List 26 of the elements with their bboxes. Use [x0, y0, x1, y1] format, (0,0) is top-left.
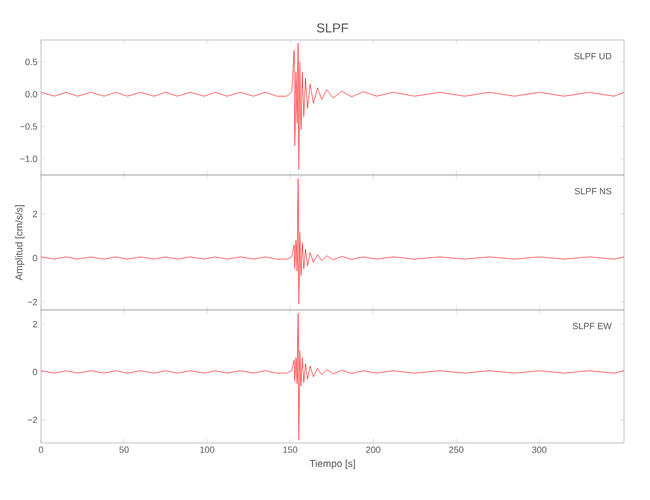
- annotation: SLPF UD: [574, 52, 612, 60]
- y-tick-label: 0.0: [25, 91, 38, 98]
- y-tick-label: 0.5: [25, 58, 38, 66]
- chart-title: SLPF: [316, 23, 348, 32]
- x-tick-label: 300: [532, 446, 546, 453]
- y-axis-title: Amplitud [cm/s/s]: [15, 205, 24, 280]
- x-tick-label: 150: [283, 446, 298, 453]
- x-tick-label: 50: [119, 446, 129, 453]
- y-tick-label: 2: [32, 210, 38, 218]
- x-axis-title: Tiempo [s]: [310, 460, 355, 469]
- y-tick-label: −0.5: [20, 123, 38, 130]
- y-tick-label: 0: [32, 254, 38, 262]
- x-tick-label: 100: [200, 446, 214, 453]
- annotation: SLPF NS: [574, 188, 612, 194]
- y-tick-label: −2: [28, 298, 38, 306]
- y-tick-label: 0: [32, 368, 38, 376]
- x-tick-label: 200: [366, 446, 380, 453]
- line-series: [41, 42, 624, 170]
- y-tick-label: −2: [28, 416, 38, 423]
- y-tick-label: −1.0: [20, 156, 38, 162]
- y-tick-label: 2: [32, 320, 38, 328]
- annotation: SLPF EW: [572, 322, 612, 330]
- line-series: [41, 178, 624, 305]
- x-tick-label: 0: [38, 446, 44, 453]
- line-series: [41, 313, 624, 440]
- x-tick-label: 250: [449, 446, 464, 453]
